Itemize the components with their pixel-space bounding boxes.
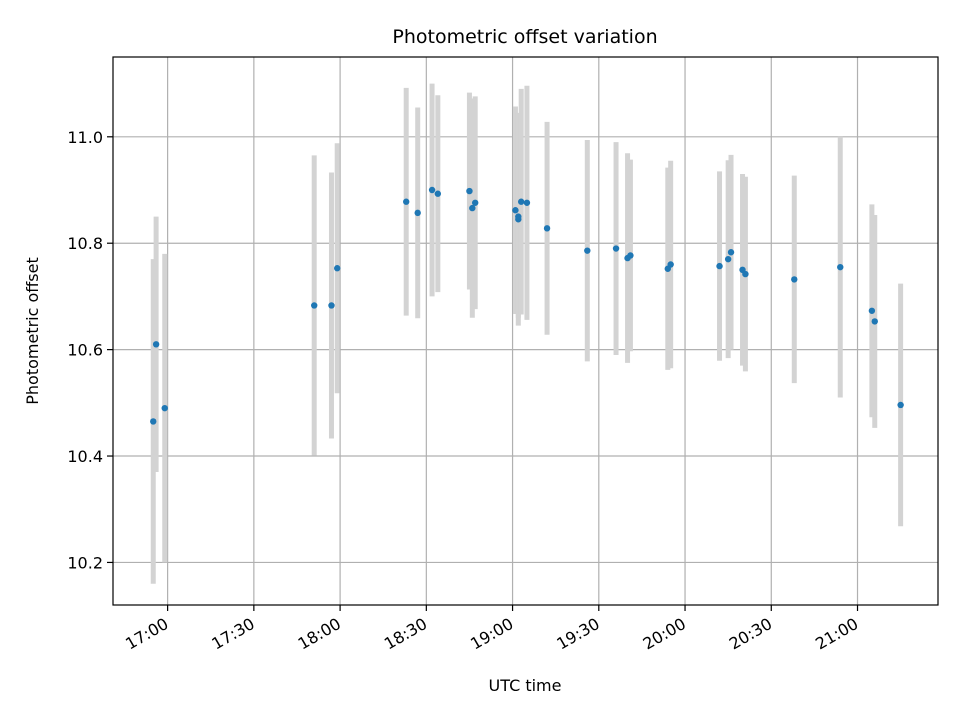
data-point: [716, 262, 723, 270]
data-point: [328, 302, 335, 309]
data-point: [471, 199, 479, 206]
y-axis-label: Photometric offset: [23, 257, 42, 405]
chart-title: Photometric offset variation: [392, 26, 657, 48]
data-point: [584, 247, 591, 254]
data-point: [791, 276, 798, 283]
data-point: [667, 261, 674, 268]
data-point: [523, 199, 531, 206]
data-point: [727, 249, 735, 256]
y-tick-label: 11.0: [67, 128, 103, 147]
x-axis-label: UTC time: [489, 676, 562, 695]
data-point: [512, 207, 519, 214]
data-point: [150, 418, 157, 425]
data-point: [515, 213, 522, 220]
data-point: [837, 263, 844, 271]
data-point: [434, 190, 442, 197]
data-point: [742, 270, 749, 278]
data-point: [428, 186, 436, 194]
data-point: [897, 401, 904, 409]
point-layer: [150, 186, 904, 425]
data-point: [414, 209, 421, 217]
data-point: [311, 302, 318, 309]
y-tick-label: 10.6: [67, 341, 103, 360]
data-point: [868, 307, 876, 314]
data-point: [152, 341, 160, 348]
data-point: [403, 198, 410, 205]
y-tick-label: 10.4: [67, 447, 103, 466]
data-point: [627, 252, 634, 259]
data-point: [334, 265, 341, 272]
y-axis-ticks: 10.2 10.4 10.6 10.8 11.0: [67, 128, 113, 572]
data-point: [612, 245, 620, 252]
y-tick-label: 10.2: [67, 553, 103, 572]
plot-frame: [112, 56, 939, 606]
data-point: [871, 318, 878, 325]
data-point: [517, 198, 525, 205]
data-point: [543, 225, 551, 232]
data-point: [161, 404, 168, 412]
data-point: [724, 255, 732, 263]
data-point: [469, 204, 476, 212]
y-tick-label: 10.8: [67, 234, 103, 253]
data-point: [466, 187, 473, 195]
